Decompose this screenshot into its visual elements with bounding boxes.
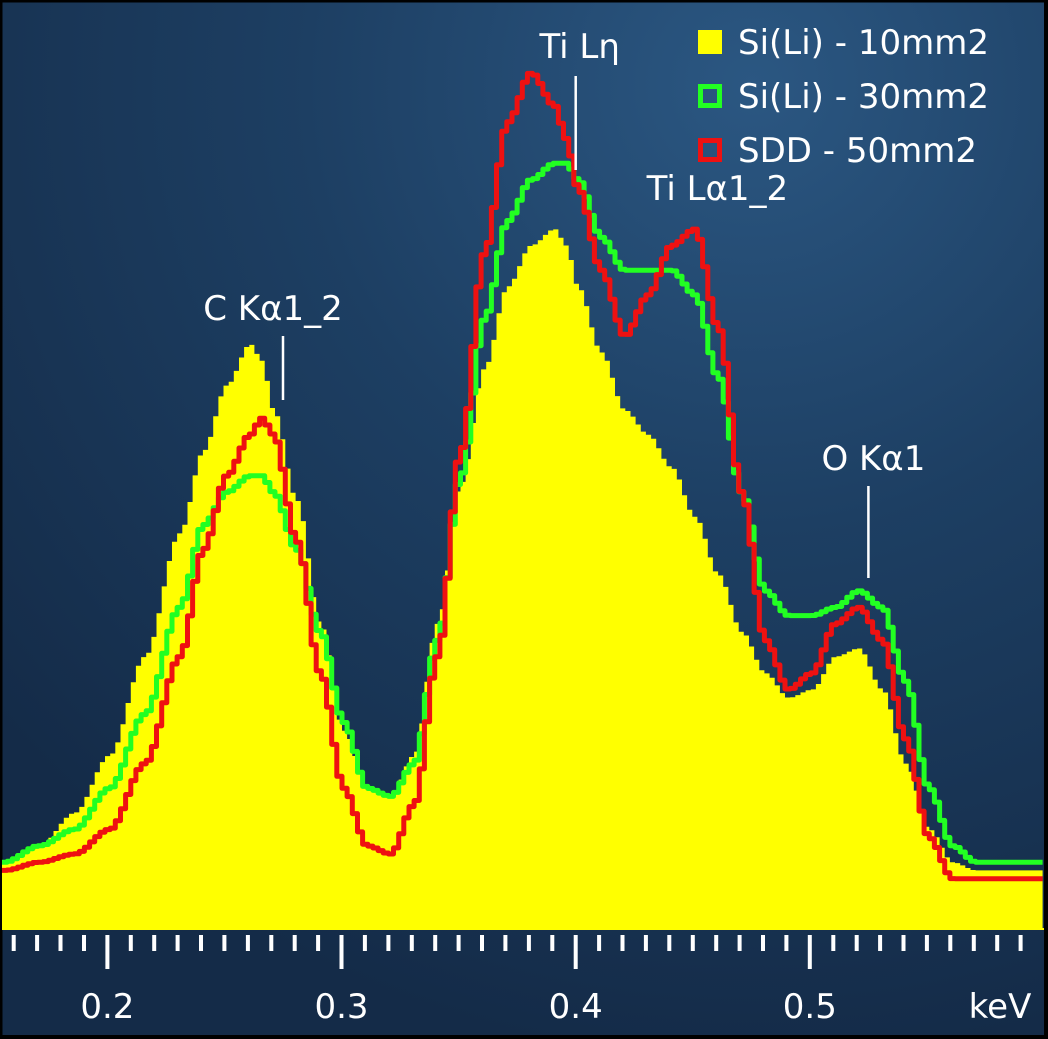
baseline xyxy=(2,928,1044,930)
minor-tick xyxy=(971,935,976,951)
minor-tick xyxy=(58,935,63,951)
major-tick xyxy=(339,935,344,969)
major-tick xyxy=(807,935,812,969)
minor-tick xyxy=(433,935,438,951)
minor-tick xyxy=(854,935,859,951)
minor-tick xyxy=(82,935,86,951)
minor-tick xyxy=(690,935,695,951)
legend-swatch xyxy=(698,84,722,108)
minor-tick xyxy=(1018,935,1023,951)
x-tick-label: 0.3 xyxy=(314,987,368,1027)
minor-tick xyxy=(620,935,625,951)
minor-tick xyxy=(292,935,297,951)
minor-tick xyxy=(901,935,906,951)
x-axis: 0.2 0.3 0.4 0.5 xyxy=(11,935,1023,1027)
minor-tick xyxy=(503,935,508,951)
peak-label: Ti Lα1_2 xyxy=(646,169,789,209)
minor-tick xyxy=(128,935,133,951)
minor-tick xyxy=(152,935,157,951)
minor-tick xyxy=(878,935,883,951)
minor-tick xyxy=(35,935,40,951)
x-tick-label: 0.2 xyxy=(80,987,134,1027)
minor-tick xyxy=(784,935,789,951)
minor-tick xyxy=(643,935,648,951)
legend: Si(Li) - 10mm2 Si(Li) - 30mm2 SDD - 50mm2 xyxy=(698,23,989,171)
minor-tick xyxy=(597,935,602,951)
legend-label: Si(Li) - 10mm2 xyxy=(738,23,989,63)
minor-tick xyxy=(11,935,16,951)
minor-tick xyxy=(456,935,461,951)
x-unit-label: keV xyxy=(969,987,1032,1027)
legend-swatch xyxy=(698,138,722,162)
minor-tick xyxy=(831,935,836,951)
minor-tick xyxy=(667,935,672,951)
minor-tick xyxy=(409,935,414,951)
minor-tick xyxy=(362,935,367,951)
peak-label: O Kα1 xyxy=(821,439,925,479)
minor-tick xyxy=(175,935,180,951)
series-layer xyxy=(2,70,1044,930)
minor-tick xyxy=(386,935,391,951)
legend-swatch xyxy=(698,30,722,54)
legend-label: Si(Li) - 30mm2 xyxy=(738,77,989,117)
minor-tick xyxy=(222,935,227,951)
series-1-line xyxy=(2,160,1043,865)
minor-tick xyxy=(761,935,765,951)
x-tick-label: 0.5 xyxy=(783,987,837,1027)
annotation-layer: C Kα1_2 Ti Lη Ti Lα1_2 O Kα1 xyxy=(203,27,925,578)
minor-tick xyxy=(245,935,250,951)
minor-tick xyxy=(199,935,203,951)
minor-tick xyxy=(526,935,531,951)
minor-tick xyxy=(924,935,929,951)
minor-tick xyxy=(948,935,953,951)
peak-label: C Kα1_2 xyxy=(203,289,343,329)
minor-tick xyxy=(269,935,274,951)
legend-label: SDD - 50mm2 xyxy=(738,131,977,171)
minor-tick xyxy=(737,935,742,951)
minor-tick xyxy=(714,935,719,951)
minor-tick xyxy=(550,935,555,951)
minor-tick xyxy=(480,935,484,951)
major-tick xyxy=(105,935,110,969)
major-tick xyxy=(573,935,578,969)
series-0-area xyxy=(2,229,1043,928)
minor-tick xyxy=(316,935,321,951)
minor-tick xyxy=(995,935,1000,951)
series-2-line xyxy=(2,70,1043,882)
x-tick-label: 0.4 xyxy=(549,987,603,1027)
peak-label: Ti Lη xyxy=(538,27,619,67)
